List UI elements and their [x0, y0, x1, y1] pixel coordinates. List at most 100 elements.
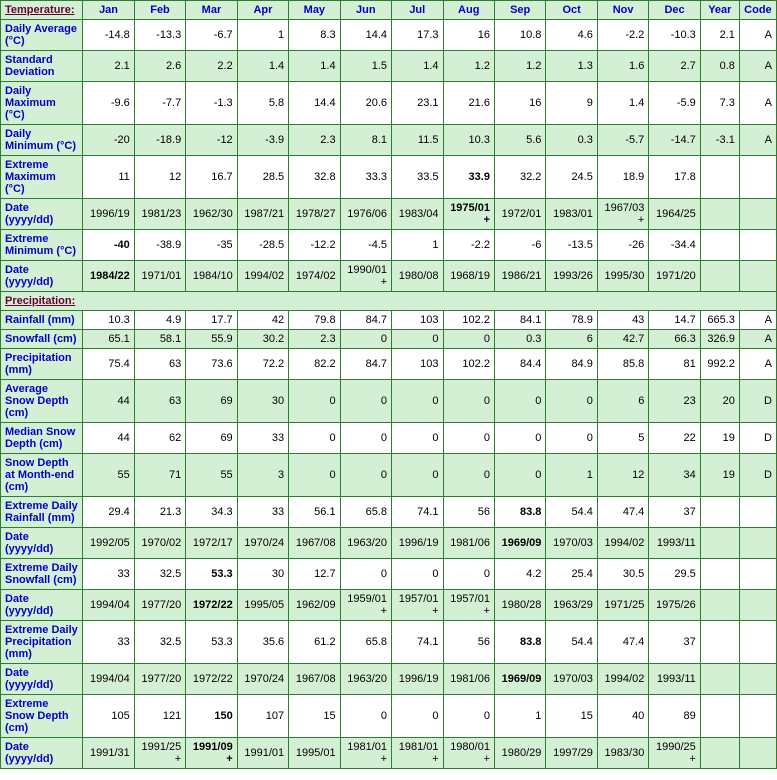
table-cell: 1991/09+	[186, 738, 237, 769]
table-cell: 37	[649, 497, 700, 528]
row-label: Snow Depth at Month-end (cm)	[1, 454, 83, 497]
table-cell: 1990/25+	[649, 738, 700, 769]
table-cell: -26	[597, 230, 648, 261]
table-cell: 82.2	[289, 349, 340, 380]
section-header-temperature: Temperature:	[1, 1, 83, 20]
table-cell: -7.7	[134, 82, 185, 125]
row-label: Daily Minimum (°C)	[1, 125, 83, 156]
table-cell: 1997/29	[546, 738, 597, 769]
table-cell: 1972/22	[186, 590, 237, 621]
column-header: Sep	[494, 1, 545, 20]
table-cell: 103	[392, 349, 443, 380]
table-cell: -2.2	[597, 20, 648, 51]
table-cell: 85.8	[597, 349, 648, 380]
table-cell: 1964/25	[649, 199, 700, 230]
table-cell: 1977/20	[134, 664, 185, 695]
row-label: Extreme Daily Rainfall (mm)	[1, 497, 83, 528]
table-cell: 55	[83, 454, 134, 497]
table-cell: 47.4	[597, 621, 648, 664]
table-cell: -34.4	[649, 230, 700, 261]
table-cell: 1	[392, 230, 443, 261]
table-cell: A	[739, 349, 776, 380]
table-cell: 1969/09	[494, 664, 545, 695]
table-cell: 89	[649, 695, 700, 738]
table-cell: A	[739, 20, 776, 51]
table-cell: 20.6	[340, 82, 391, 125]
table-cell: 19	[700, 423, 739, 454]
table-cell: 54.4	[546, 497, 597, 528]
table-cell: 1963/20	[340, 664, 391, 695]
table-cell: 2.1	[700, 20, 739, 51]
table-cell: 1993/26	[546, 261, 597, 292]
table-cell	[700, 559, 739, 590]
table-cell: 79.8	[289, 311, 340, 330]
table-cell	[739, 738, 776, 769]
column-header: Mar	[186, 1, 237, 20]
table-cell: 3	[237, 454, 288, 497]
table-cell: 1978/27	[289, 199, 340, 230]
table-cell	[700, 528, 739, 559]
table-cell: 107	[237, 695, 288, 738]
table-cell: 17.7	[186, 311, 237, 330]
table-cell: 32.5	[134, 559, 185, 590]
table-cell: -10.3	[649, 20, 700, 51]
row-label: Date (yyyy/dd)	[1, 738, 83, 769]
row-label: Date (yyyy/dd)	[1, 261, 83, 292]
table-cell: 1996/19	[83, 199, 134, 230]
table-cell: 12.7	[289, 559, 340, 590]
table-cell	[700, 230, 739, 261]
table-cell: 0	[546, 423, 597, 454]
table-row: Daily Average (°C)-14.8-13.3-6.718.314.4…	[1, 20, 777, 51]
table-cell: 65.8	[340, 497, 391, 528]
table-cell: 0	[392, 559, 443, 590]
table-cell: 0	[340, 380, 391, 423]
table-cell: 44	[83, 380, 134, 423]
table-cell: 84.1	[494, 311, 545, 330]
table-cell: 66.3	[649, 330, 700, 349]
table-cell: 1980/01+	[443, 738, 494, 769]
table-cell: 1995/30	[597, 261, 648, 292]
table-cell: 30	[237, 559, 288, 590]
table-cell: -5.7	[597, 125, 648, 156]
table-cell: 6	[597, 380, 648, 423]
table-cell: 1987/21	[237, 199, 288, 230]
table-cell: 1970/24	[237, 664, 288, 695]
table-cell: 150	[186, 695, 237, 738]
table-cell: 14.4	[340, 20, 391, 51]
table-cell: 1970/03	[546, 664, 597, 695]
table-cell: -6	[494, 230, 545, 261]
table-cell	[739, 695, 776, 738]
column-header: Jan	[83, 1, 134, 20]
table-cell: 0.8	[700, 51, 739, 82]
table-cell: 1972/17	[186, 528, 237, 559]
table-cell: 1963/20	[340, 528, 391, 559]
table-cell: 55.9	[186, 330, 237, 349]
table-cell: 65.1	[83, 330, 134, 349]
table-cell: 0	[289, 454, 340, 497]
table-cell: 6	[546, 330, 597, 349]
table-cell: 1992/05	[83, 528, 134, 559]
table-cell: 0	[340, 559, 391, 590]
table-cell: 16	[494, 82, 545, 125]
table-cell: -2.2	[443, 230, 494, 261]
table-cell: 21.6	[443, 82, 494, 125]
table-row: Standard Deviation2.12.62.21.41.41.51.41…	[1, 51, 777, 82]
table-cell: 0	[443, 695, 494, 738]
table-cell: 75.4	[83, 349, 134, 380]
table-cell	[700, 664, 739, 695]
table-head: Temperature: JanFebMarAprMayJunJulAugSep…	[1, 1, 777, 20]
column-header: Jun	[340, 1, 391, 20]
table-cell: 35.6	[237, 621, 288, 664]
table-cell: 17.3	[392, 20, 443, 51]
table-cell: 33	[83, 621, 134, 664]
table-cell: 25.4	[546, 559, 597, 590]
table-cell: 1991/01	[237, 738, 288, 769]
table-cell: 0.3	[494, 330, 545, 349]
table-cell: 10.8	[494, 20, 545, 51]
table-cell: -13.3	[134, 20, 185, 51]
table-cell: A	[739, 330, 776, 349]
table-cell: 0	[494, 380, 545, 423]
column-header: Feb	[134, 1, 185, 20]
table-cell: 1971/20	[649, 261, 700, 292]
table-cell: 1983/04	[392, 199, 443, 230]
